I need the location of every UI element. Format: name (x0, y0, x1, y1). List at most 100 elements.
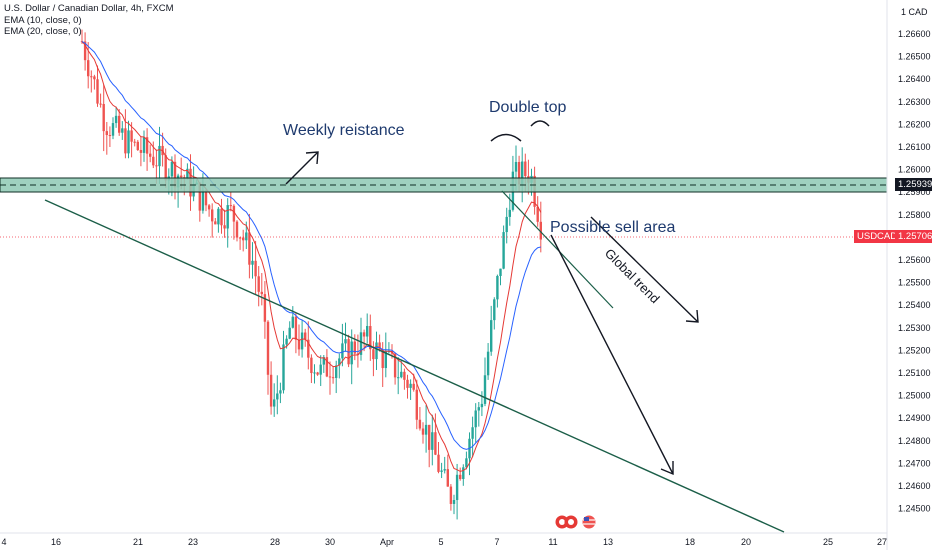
price-tick-label: 1.26100 (898, 142, 931, 152)
candle-body (201, 190, 205, 211)
candle-body (322, 357, 325, 365)
candle-body (248, 232, 251, 265)
candle-body (102, 103, 105, 132)
currency-label: 1 CAD (901, 7, 928, 17)
chart-legend: U.S. Dollar / Canadian Dollar, 4h, FXCM … (4, 3, 173, 38)
candle-body (223, 225, 226, 229)
candle-body (211, 209, 214, 222)
candle-body (257, 276, 260, 292)
current-price-tag: 1.25706 (895, 230, 932, 243)
candle-body (186, 168, 189, 179)
price-tick-label: 1.24800 (898, 436, 931, 446)
time-tick-label: 23 (188, 537, 198, 547)
candle-body (486, 351, 490, 376)
price-tick-label: 1.26600 (898, 29, 931, 39)
candle-body (226, 205, 229, 229)
short-trendline[interactable] (501, 190, 614, 309)
candle-body (493, 299, 496, 321)
candle-body (502, 232, 505, 269)
candle-body (412, 383, 415, 390)
candle-body (539, 221, 542, 240)
price-tick-label: 1.25300 (898, 323, 931, 333)
candle-body (521, 161, 524, 185)
candle-body (424, 424, 428, 435)
candle-body (282, 344, 285, 391)
candle-body (158, 145, 161, 167)
candle-body (462, 467, 465, 480)
candle-body (514, 161, 518, 172)
time-tick-label: 7 (494, 537, 499, 547)
candle-body (90, 76, 93, 78)
price-tick-label: 1.25100 (898, 368, 931, 378)
price-tick-label: 1.26200 (898, 119, 931, 129)
time-tick-label: 11 (548, 537, 557, 547)
candle-body (173, 161, 177, 188)
candle-body (124, 128, 127, 154)
us-flag-icon[interactable] (582, 515, 596, 529)
candle-body (384, 351, 387, 369)
candle-body (536, 206, 539, 222)
legend-ema-10[interactable]: EMA (10, close, 0) (4, 14, 82, 26)
candle-body (331, 377, 335, 379)
candle-body (437, 454, 440, 472)
candle-body (87, 60, 90, 77)
price-tick-label: 1.26500 (898, 52, 931, 62)
possible-sell-label: Possible sell area (550, 219, 676, 236)
candle-body (214, 221, 217, 225)
candle-body (465, 458, 468, 468)
weekly-resistance-label: Weekly reistance (283, 122, 405, 139)
candle-body (242, 237, 245, 241)
sell-arrow (550, 234, 674, 476)
candle-body (338, 358, 341, 366)
candle-body (316, 372, 319, 375)
ema-20-line (81, 41, 541, 450)
time-axis[interactable]: 4 16 21 23 28 30 Apr 5 7 11 13 18 20 25 27 (1, 537, 887, 547)
candle-body (127, 130, 130, 154)
candle-body (204, 190, 208, 206)
candle-body (443, 469, 446, 471)
event-flag-icon[interactable] (564, 515, 578, 529)
candle-body (452, 500, 456, 504)
candle-body (207, 205, 211, 210)
candle-body (114, 115, 118, 124)
candle-body (375, 342, 378, 360)
price-tick-label: 1.24700 (898, 458, 931, 468)
candle-body (83, 41, 87, 61)
price-tick-label: 1.25200 (898, 345, 931, 355)
candle-body (133, 141, 136, 143)
candle-body (434, 432, 437, 455)
time-tick-label: 27 (877, 537, 887, 547)
candle-body (517, 161, 521, 185)
candle-body (403, 371, 406, 380)
weekly-resistance-arrow (285, 151, 319, 185)
candle-body (335, 365, 338, 378)
candle-body (269, 374, 273, 407)
double-top-label: Double top (489, 99, 566, 116)
legend-symbol: U.S. Dollar / Canadian Dollar, 4h, FXCM (4, 3, 174, 14)
price-tick-label: 1.26300 (898, 97, 931, 107)
time-tick-label: 18 (685, 537, 695, 547)
candle-body (406, 379, 409, 388)
event-flag-icon[interactable] (555, 515, 569, 529)
time-tick-label: 13 (603, 537, 613, 547)
legend-ema-20[interactable]: EMA (20, close, 0) (4, 26, 82, 37)
price-tick-label: 1.25600 (898, 255, 931, 265)
candle-body (238, 237, 242, 239)
candle-body (111, 123, 115, 136)
candle-body (217, 208, 220, 225)
price-tick-label: 1.24500 (898, 504, 931, 514)
candle-body (130, 130, 133, 142)
candle-body (229, 205, 232, 207)
candle-body (152, 156, 155, 166)
candle-body (291, 316, 294, 328)
candle-body (149, 153, 152, 157)
candle-body (421, 428, 425, 435)
candle-body (480, 403, 484, 408)
candle-body (524, 161, 527, 177)
candle-body (235, 221, 239, 238)
candle-body (304, 332, 307, 340)
time-tick-label: Apr (380, 537, 394, 547)
candle-body (294, 316, 298, 340)
global-trendline[interactable] (44, 199, 785, 533)
